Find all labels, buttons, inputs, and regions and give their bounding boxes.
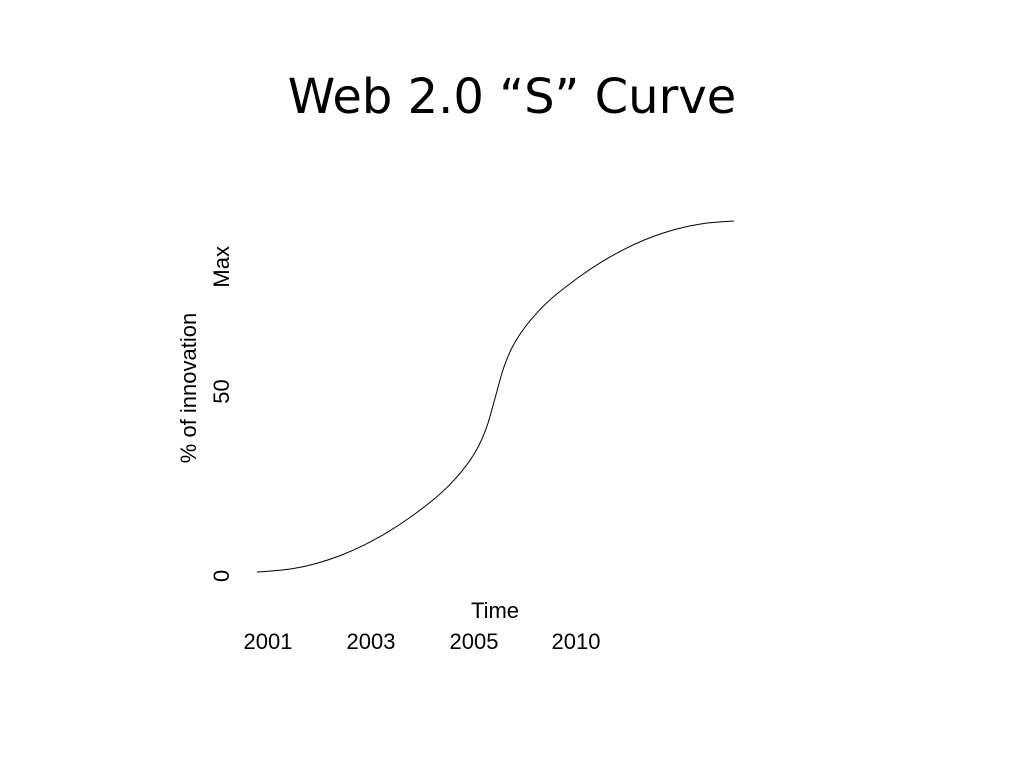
x-tick-label: 2001 bbox=[244, 629, 293, 654]
y-tick-label: Max bbox=[209, 246, 234, 288]
slide-title: Web 2.0 “S” Curve bbox=[287, 69, 737, 125]
x-axis-label: Time bbox=[471, 598, 519, 623]
y-axis-label: % of innovation bbox=[176, 313, 201, 463]
x-tick-label: 2005 bbox=[450, 629, 499, 654]
y-tick-label: 0 bbox=[209, 570, 234, 582]
x-axis-ticks: 2001 2003 2005 2010 bbox=[244, 629, 601, 654]
x-tick-label: 2010 bbox=[552, 629, 601, 654]
y-tick-label: 50 bbox=[209, 379, 234, 403]
y-axis-ticks: 0 50 Max bbox=[209, 246, 234, 582]
x-tick-label: 2003 bbox=[347, 629, 396, 654]
s-curve-line bbox=[256, 220, 735, 573]
